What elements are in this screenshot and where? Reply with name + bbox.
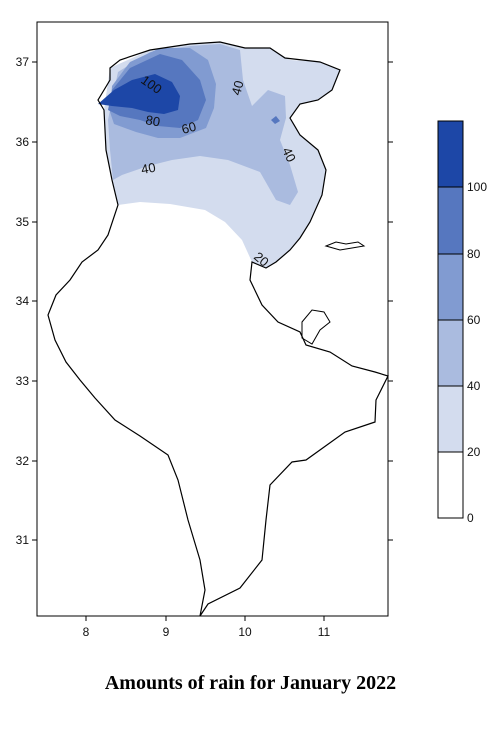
y-tick-label: 34	[16, 294, 30, 308]
y-tick-label: 31	[16, 533, 30, 547]
legend-level-label: 60	[467, 313, 481, 327]
contour-label: 60	[180, 119, 198, 137]
y-tick-label: 33	[16, 374, 30, 388]
legend-level-label: 80	[467, 247, 481, 261]
x-tick-label: 9	[163, 625, 170, 639]
legend-level-label: 40	[467, 379, 481, 393]
y-tick-label: 36	[16, 135, 30, 149]
legend-level-label: 20	[467, 445, 481, 459]
island-kerkennah	[324, 241, 366, 251]
legend-swatch-80-100	[437, 186, 464, 255]
y-tick-label: 35	[16, 215, 30, 229]
zone-100-plus	[98, 74, 180, 114]
zone-small-spot	[271, 116, 280, 124]
legend-swatch-100-plus	[437, 120, 464, 188]
rainfall-zones	[98, 42, 340, 268]
legend-swatch-40-60	[437, 319, 464, 387]
legend-level-label: 100	[467, 180, 487, 194]
axis-ticks	[32, 61, 393, 621]
contour-label: 40	[140, 160, 157, 177]
legend-swatch-20-40	[437, 385, 464, 453]
legend-swatch-60-80	[437, 253, 464, 321]
legend-swatch-0-20	[437, 451, 464, 519]
x-tick-label: 8	[83, 625, 90, 639]
x-tick-label: 11	[318, 625, 331, 639]
contour-label: 40	[228, 79, 246, 97]
y-tick-label: 37	[16, 55, 30, 69]
y-tick-label: 32	[16, 454, 30, 468]
legend-colorbar	[437, 120, 464, 519]
contour-label: 80	[144, 112, 161, 129]
map-title: Amounts of rain for January 2022	[104, 672, 397, 694]
contour-label: 40	[279, 145, 299, 164]
country-outline	[47, 41, 389, 617]
island-djerba	[301, 309, 331, 345]
legend-level-label: 0	[467, 511, 474, 525]
x-tick-label: 10	[238, 625, 252, 639]
